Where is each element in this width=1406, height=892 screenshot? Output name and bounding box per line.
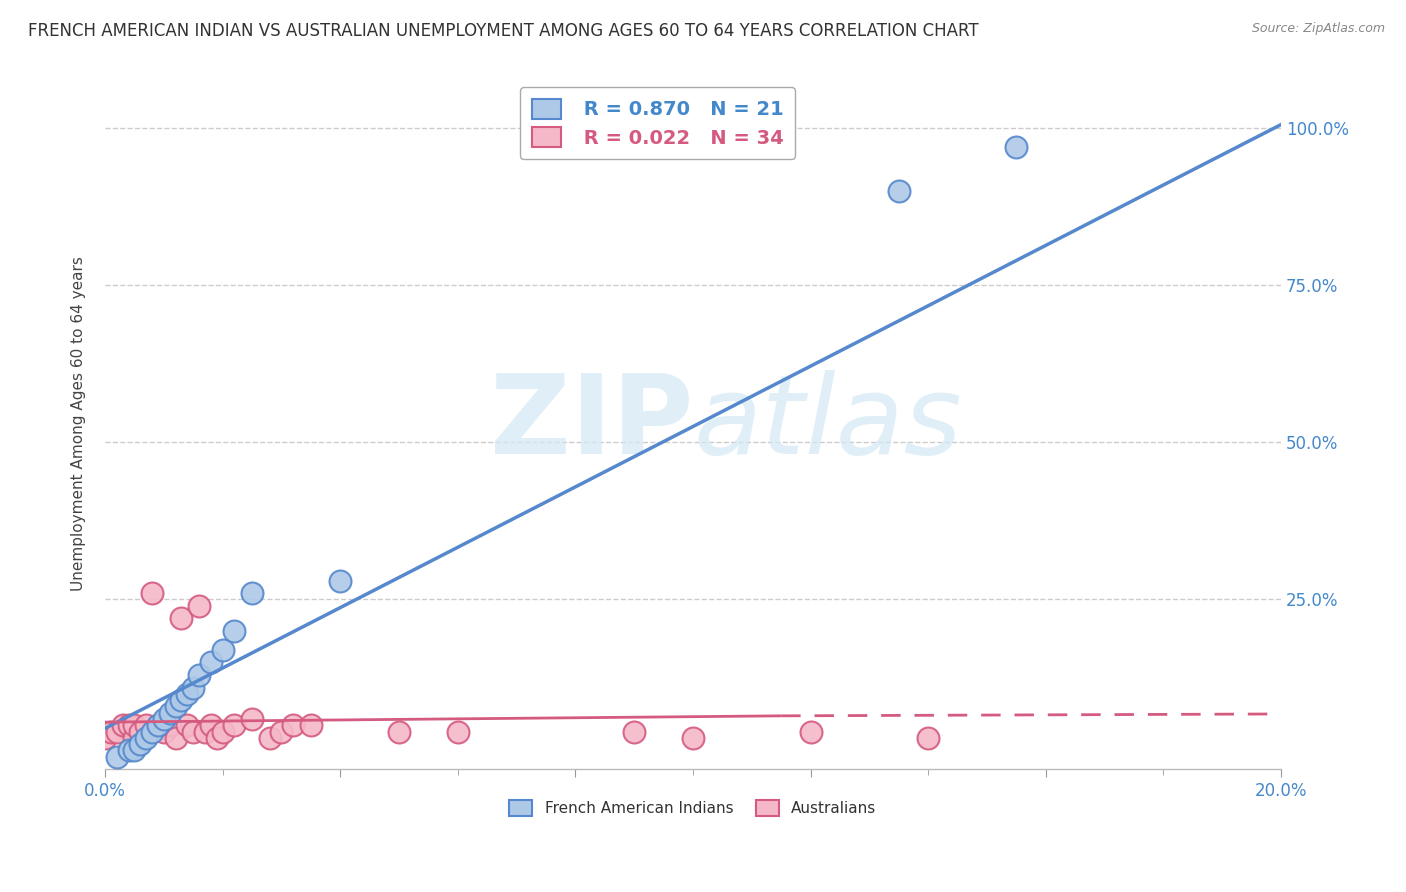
Point bbox=[224, 718, 246, 732]
Point bbox=[152, 712, 174, 726]
Point bbox=[124, 718, 146, 732]
Legend: French American Indians, Australians: French American Indians, Australians bbox=[502, 793, 884, 824]
Point bbox=[447, 724, 470, 739]
Point bbox=[917, 731, 939, 745]
Point bbox=[146, 718, 169, 732]
Text: Source: ZipAtlas.com: Source: ZipAtlas.com bbox=[1251, 22, 1385, 36]
Point bbox=[181, 681, 204, 695]
Text: atlas: atlas bbox=[693, 370, 962, 477]
Point bbox=[117, 743, 139, 757]
Text: FRENCH AMERICAN INDIAN VS AUSTRALIAN UNEMPLOYMENT AMONG AGES 60 TO 64 YEARS CORR: FRENCH AMERICAN INDIAN VS AUSTRALIAN UNE… bbox=[28, 22, 979, 40]
Point bbox=[129, 737, 152, 751]
Point bbox=[141, 724, 163, 739]
Point bbox=[200, 656, 222, 670]
Point bbox=[135, 718, 157, 732]
Point bbox=[117, 718, 139, 732]
Point bbox=[188, 668, 211, 682]
Point bbox=[205, 731, 228, 745]
Point bbox=[240, 586, 263, 600]
Text: ZIP: ZIP bbox=[489, 370, 693, 477]
Point bbox=[1005, 139, 1028, 153]
Point bbox=[281, 718, 304, 732]
Point bbox=[159, 706, 181, 720]
Point bbox=[211, 642, 233, 657]
Point bbox=[124, 743, 146, 757]
Point bbox=[94, 731, 117, 745]
Point bbox=[188, 599, 211, 613]
Point bbox=[211, 724, 233, 739]
Point bbox=[159, 718, 181, 732]
Point bbox=[146, 718, 169, 732]
Point bbox=[105, 724, 128, 739]
Point bbox=[105, 749, 128, 764]
Point bbox=[329, 574, 352, 588]
Point bbox=[165, 699, 187, 714]
Point bbox=[170, 611, 193, 625]
Point bbox=[111, 718, 134, 732]
Point bbox=[152, 724, 174, 739]
Point bbox=[176, 718, 198, 732]
Point bbox=[224, 624, 246, 638]
Point bbox=[388, 724, 411, 739]
Point bbox=[141, 586, 163, 600]
Point bbox=[682, 731, 704, 745]
Point bbox=[170, 693, 193, 707]
Point bbox=[800, 724, 823, 739]
Point bbox=[270, 724, 292, 739]
Point bbox=[129, 724, 152, 739]
Point bbox=[135, 731, 157, 745]
Point bbox=[194, 724, 217, 739]
Y-axis label: Unemployment Among Ages 60 to 64 years: Unemployment Among Ages 60 to 64 years bbox=[72, 256, 86, 591]
Point bbox=[240, 712, 263, 726]
Point bbox=[299, 718, 322, 732]
Point bbox=[887, 184, 910, 198]
Point bbox=[165, 731, 187, 745]
Point bbox=[100, 724, 122, 739]
Point bbox=[176, 687, 198, 701]
Point bbox=[181, 724, 204, 739]
Point bbox=[623, 724, 645, 739]
Point bbox=[200, 718, 222, 732]
Point bbox=[124, 731, 146, 745]
Point bbox=[259, 731, 281, 745]
